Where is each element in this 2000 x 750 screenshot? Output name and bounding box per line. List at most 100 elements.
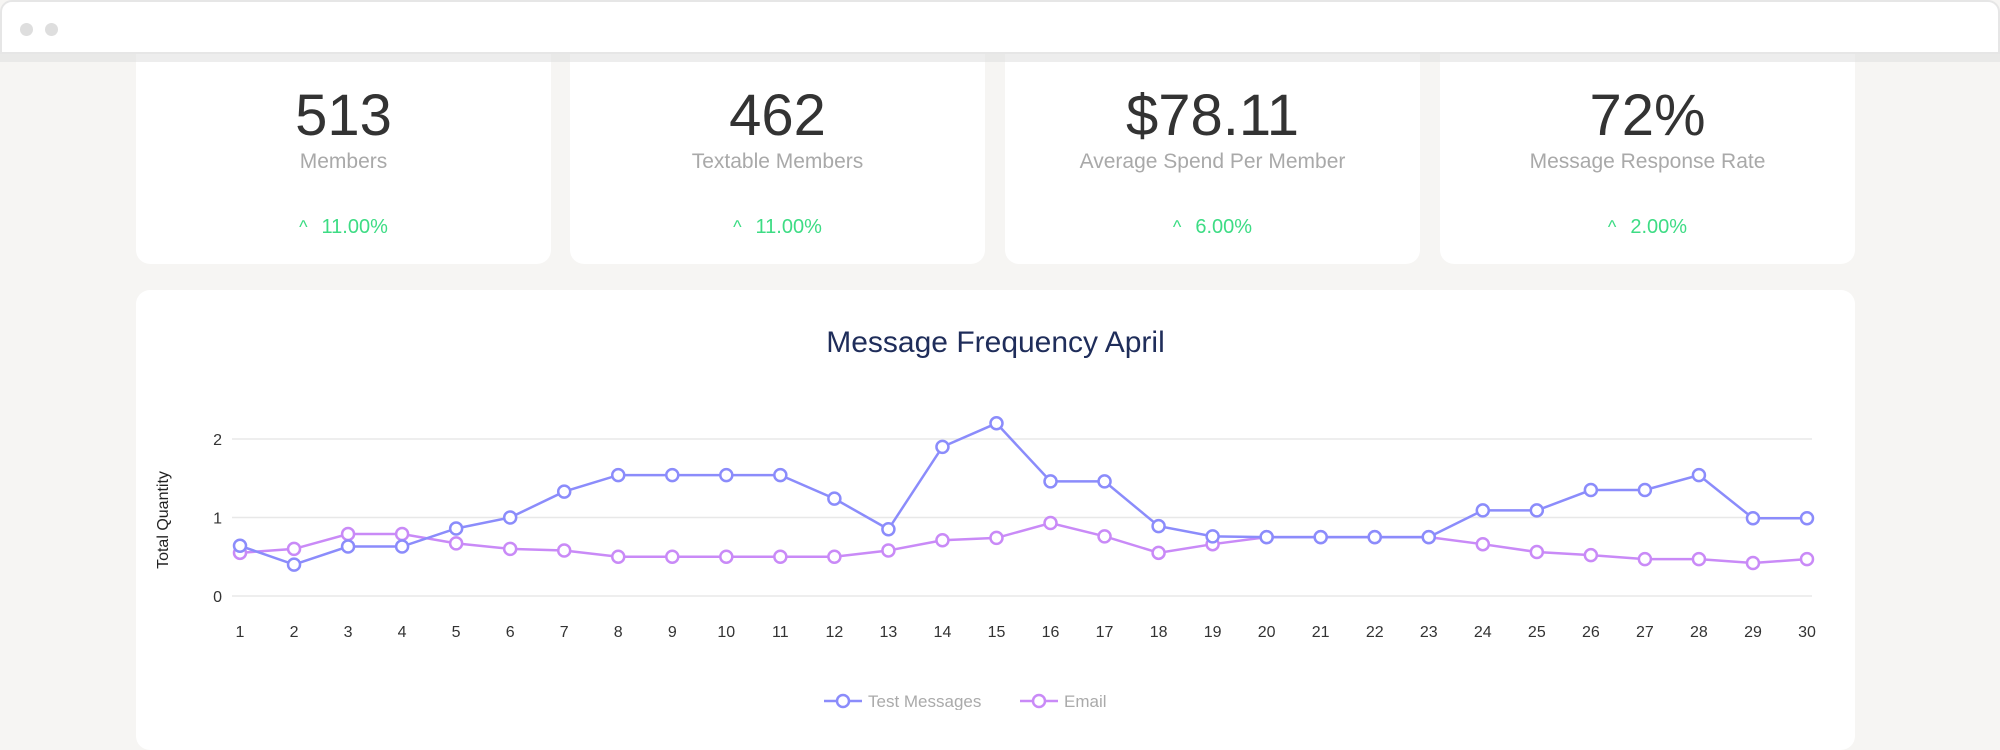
data-point xyxy=(1637,551,1653,567)
stat-change-value: 11.00% xyxy=(321,216,388,238)
data-point xyxy=(448,536,464,551)
window-dot-icon[interactable] xyxy=(45,23,58,36)
data-point xyxy=(502,510,518,525)
x-tick-label: 2 xyxy=(290,624,299,641)
data-point xyxy=(1799,511,1815,526)
x-tick-label: 6 xyxy=(506,624,515,641)
series-line-email xyxy=(239,521,1808,565)
data-point xyxy=(881,522,896,537)
chevron-up-icon: ^ xyxy=(299,217,308,237)
data-point xyxy=(1475,536,1491,552)
x-tick-label: 10 xyxy=(717,624,735,641)
stat-label: Textable Members xyxy=(691,150,864,173)
data-point xyxy=(665,467,680,483)
x-tick-label: 20 xyxy=(1258,624,1276,641)
data-point xyxy=(773,467,788,483)
data-point xyxy=(1529,544,1545,560)
legend-marker xyxy=(835,693,851,709)
data-point xyxy=(1583,482,1599,498)
data-point xyxy=(232,538,248,554)
data-point xyxy=(610,549,626,564)
data-point xyxy=(1691,467,1707,483)
x-tick-label: 9 xyxy=(668,624,677,641)
stat-value: 513 xyxy=(295,83,392,148)
y-axis-label: Total Quantity xyxy=(155,471,172,569)
chevron-up-icon: ^ xyxy=(1607,217,1617,237)
x-tick-label: 12 xyxy=(825,624,843,641)
x-tick-label: 23 xyxy=(1420,624,1438,641)
data-point xyxy=(827,549,842,564)
chevron-up-icon: ^ xyxy=(1172,217,1182,237)
stat-change: ^ 11.00% xyxy=(136,216,551,239)
data-point xyxy=(1151,518,1166,534)
data-point xyxy=(665,549,680,564)
chevron-up-icon: ^ xyxy=(733,217,742,237)
x-tick-label: 19 xyxy=(1204,624,1222,641)
stat-label: Message Response Rate xyxy=(1529,150,1766,173)
data-point xyxy=(881,543,896,558)
data-point xyxy=(610,467,626,483)
x-tick-label: 17 xyxy=(1096,624,1114,641)
data-point xyxy=(1259,529,1274,545)
data-point xyxy=(394,539,410,554)
x-tick-label: 27 xyxy=(1636,624,1654,641)
stat-change-value: 11.00% xyxy=(755,216,822,238)
data-point xyxy=(286,557,302,572)
x-tick-label: 21 xyxy=(1312,624,1330,641)
chart-card xyxy=(136,290,1855,750)
x-tick-label: 16 xyxy=(1042,624,1060,641)
legend-marker xyxy=(1031,693,1047,709)
data-point xyxy=(1583,547,1599,563)
data-point xyxy=(989,530,1004,546)
data-point xyxy=(773,549,788,564)
data-point xyxy=(1529,503,1545,518)
data-point xyxy=(1745,555,1761,571)
x-tick-label: 1 xyxy=(236,624,245,641)
x-tick-label: 25 xyxy=(1528,624,1546,641)
x-tick-label: 13 xyxy=(880,624,898,641)
y-tick-label: 0 xyxy=(213,589,222,606)
data-point xyxy=(1799,551,1815,567)
data-point xyxy=(1097,474,1112,489)
data-point xyxy=(340,539,356,554)
data-point xyxy=(286,541,302,557)
window-dot-icon[interactable] xyxy=(20,23,33,36)
data-point xyxy=(502,541,518,557)
stat-label: Average Spend Per Member xyxy=(1079,150,1346,173)
x-tick-label: 24 xyxy=(1474,624,1492,641)
data-point xyxy=(448,521,464,536)
data-point xyxy=(935,533,950,548)
data-point xyxy=(1421,529,1437,545)
data-point xyxy=(719,467,734,483)
x-tick-label: 4 xyxy=(398,624,407,641)
series-line-test-messages xyxy=(239,421,1807,566)
data-point xyxy=(989,416,1004,431)
stat-value: 462 xyxy=(729,83,826,148)
legend-label: Test Messages xyxy=(868,692,981,710)
x-tick-label: 3 xyxy=(344,624,353,641)
stat-change-value: 6.00% xyxy=(1195,216,1253,238)
data-point xyxy=(935,439,950,455)
stat-value: $78.11 xyxy=(1125,83,1300,148)
data-point xyxy=(1475,503,1491,518)
data-point xyxy=(394,526,410,542)
legend-label: Email xyxy=(1064,692,1107,710)
data-point xyxy=(1205,529,1220,544)
chart-title: Message Frequency April xyxy=(826,326,1165,359)
stat-change: ^ 6.00% xyxy=(1005,216,1420,239)
x-tick-label: 30 xyxy=(1798,624,1816,641)
data-point xyxy=(1367,529,1382,545)
x-tick-label: 14 xyxy=(934,624,952,641)
data-point xyxy=(827,491,842,506)
y-tick-label: 2 xyxy=(213,432,222,449)
x-tick-label: 15 xyxy=(988,624,1006,641)
x-tick-label: 26 xyxy=(1582,624,1600,641)
y-tick-label: 1 xyxy=(213,511,222,528)
x-tick-label: 5 xyxy=(452,624,461,641)
x-tick-label: 29 xyxy=(1744,624,1762,641)
stat-label: Members xyxy=(299,150,388,173)
stat-value: 72% xyxy=(1589,83,1706,148)
x-tick-label: 18 xyxy=(1150,624,1168,641)
data-point xyxy=(1097,529,1112,544)
